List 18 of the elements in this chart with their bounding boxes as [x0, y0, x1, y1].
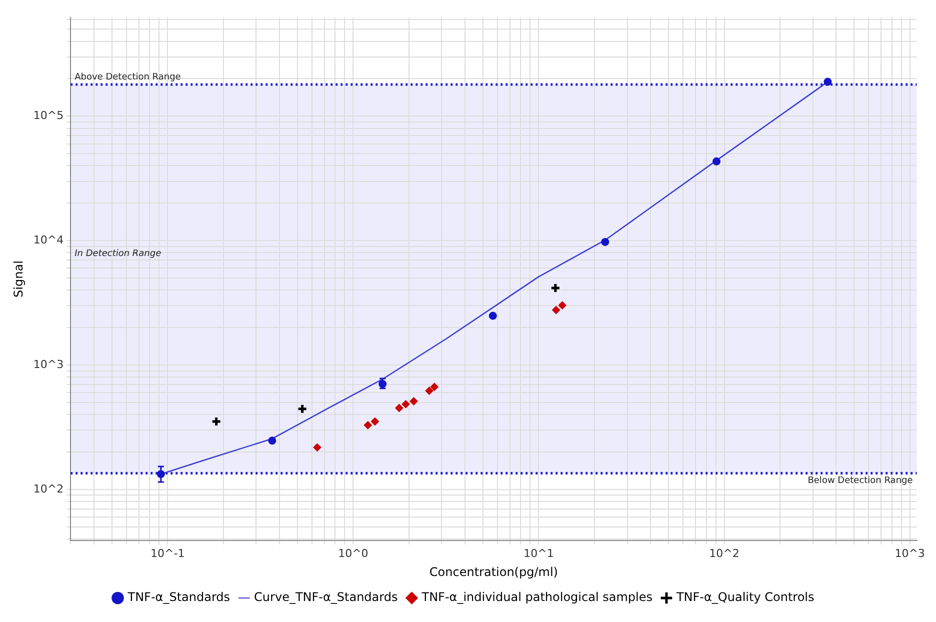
legend-label: Curve_TNF-α_Standards — [254, 590, 398, 604]
legend-label: TNF-α_Quality Controls — [675, 590, 814, 604]
ref-line-label: Below Detection Range — [808, 476, 914, 486]
y-tick-label: 10^5 — [33, 109, 64, 122]
y-tick-label: 10^3 — [33, 358, 64, 371]
legend-label: TNF-α_individual pathological samples — [420, 590, 652, 604]
x-axis-title: Concentration(pg/ml) — [429, 564, 558, 579]
legend-label: TNF-α_Standards — [126, 590, 230, 604]
x-tick-label: 10^0 — [338, 546, 368, 560]
y-axis-title: Signal — [11, 260, 26, 298]
y-tick-label: 10^2 — [33, 482, 64, 496]
x-tick-label: 10^1 — [524, 546, 554, 560]
x-tick-label: 10^2 — [709, 546, 740, 560]
band-label: In Detection Range — [74, 249, 162, 260]
x-tick-label: 10^3 — [894, 546, 925, 560]
ref-line-label: Above Detection Range — [74, 72, 182, 82]
y-tick-label: 10^4 — [33, 234, 64, 246]
x-tick-label: 10^-1 — [150, 546, 185, 560]
